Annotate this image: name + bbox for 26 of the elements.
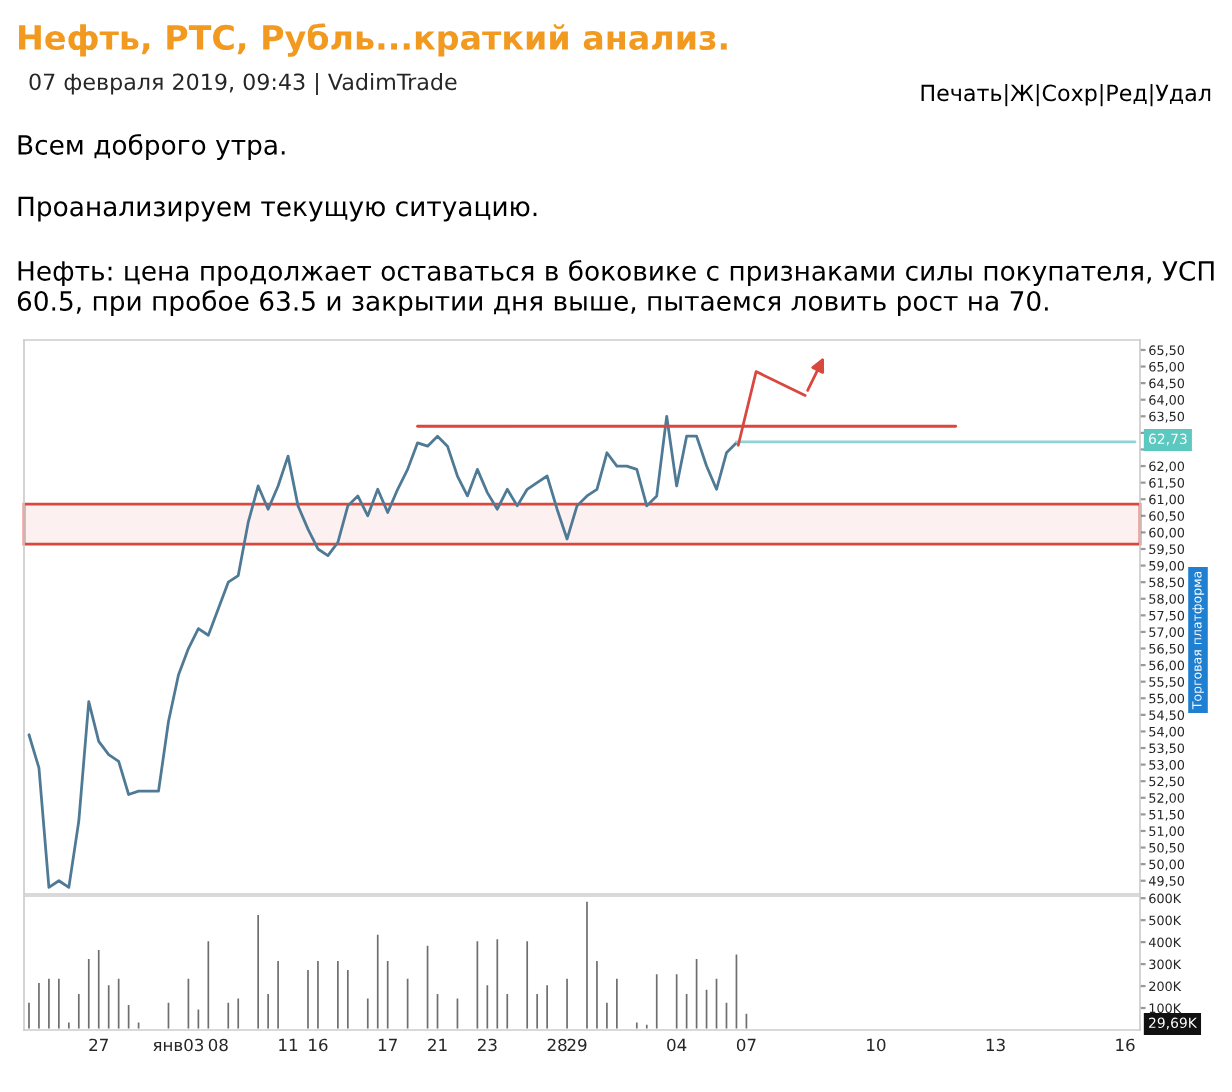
chart-title: Нефть, РТС, Рубль...краткий анализ.: [19, 23, 727, 57]
x-tick-label: 13: [986, 1038, 1005, 1052]
line-series: [27, 414, 738, 889]
bar: [403, 975, 412, 1030]
text: Печать|Ж|Сохр|Ред|Удал: [921, 84, 1211, 107]
bar: [164, 1000, 173, 1030]
x-tick-label: 27: [89, 1038, 108, 1051]
x-tick-label: 08: [208, 1038, 228, 1052]
x-tick-label: 11: [279, 1038, 298, 1051]
x-tick-label: 16: [1116, 1038, 1135, 1052]
x-tick-label: янв03: [153, 1038, 204, 1052]
text: Проанализируем текущую ситуацию.: [18, 196, 537, 222]
chart-subtitle: 07 февраля 2019, 09:43 | VadimTrade: [29, 72, 457, 96]
text: Нефть: цена продолжает оставаться в боковике с признаками силы покупателя, УСП 60.5, при пробое 63.5 и закрытии дня выше, пытаемся ловить рост на 70.: [17, 260, 1214, 317]
x-tick-label: 07: [736, 1038, 756, 1052]
text: Всем доброго утра.: [18, 134, 285, 160]
bar: [453, 995, 462, 1030]
x-tick-label: 29: [567, 1038, 587, 1052]
x-tick-label: 04: [667, 1038, 687, 1052]
x-tick-label: 28: [547, 1038, 567, 1052]
x-tick-label: 10: [867, 1038, 886, 1052]
x-tick-label: 23: [477, 1038, 497, 1052]
x-tick-label: 21: [428, 1038, 447, 1051]
bar: [563, 975, 571, 1030]
x-tick-label: 16: [309, 1038, 328, 1052]
x-tick-label: 17: [378, 1038, 397, 1051]
